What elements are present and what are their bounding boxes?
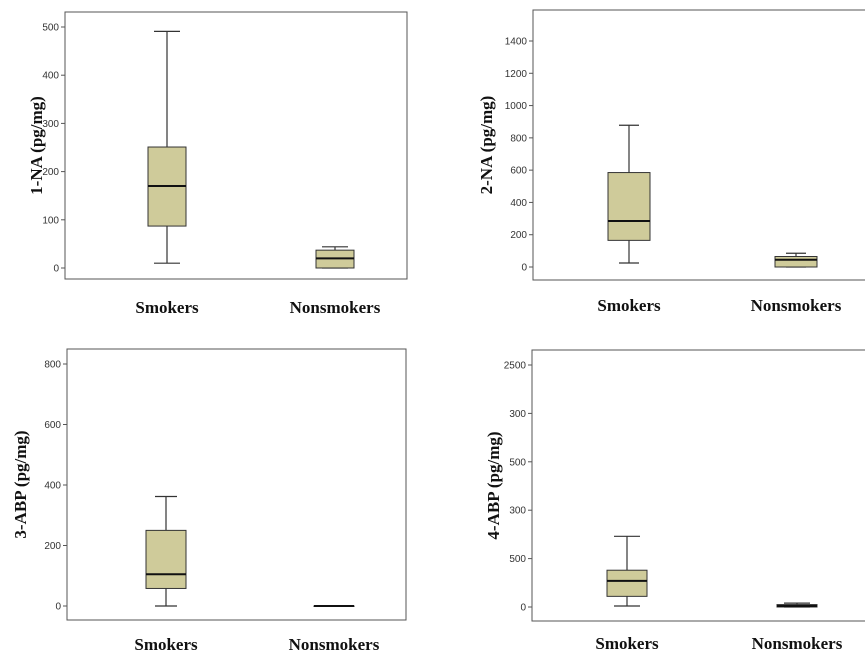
panel-4-y-tick-label: 500 xyxy=(509,457,526,468)
panel-3-category-label: Smokers xyxy=(134,635,198,654)
panel-4-box-smokers xyxy=(606,569,648,597)
panel-4-category-label: Smokers xyxy=(595,634,659,653)
panel-4-y-tick-label: 2500 xyxy=(504,361,527,372)
panel-3-y-tick-label: 800 xyxy=(44,360,61,371)
panel-4-category-label: Nonsmokers xyxy=(752,634,843,653)
panel-4-y-tick-label: 0 xyxy=(520,603,526,614)
panel-2-y-tick-label: 0 xyxy=(521,263,527,274)
panel-2-category-label: Nonsmokers xyxy=(751,296,842,315)
panel-4-y-tick-label: 500 xyxy=(509,554,526,565)
panel-2-category-label: Smokers xyxy=(597,296,661,315)
panel-1-category-label: Smokers xyxy=(135,298,199,317)
panel-3-box-smokers xyxy=(145,529,187,589)
panel-3-y-tick-label: 0 xyxy=(55,602,61,613)
panel-4-y-axis-title: 4-ABP (pg/mg) xyxy=(484,431,503,539)
panel-1-category-label: Nonsmokers xyxy=(290,298,381,317)
panel-4-y-tick-label: 300 xyxy=(509,506,526,517)
panel-3-y-tick-label: 400 xyxy=(44,481,61,492)
panel-2-y-tick-label: 800 xyxy=(510,133,527,144)
panel-4-plot-frame xyxy=(531,349,865,622)
panel-3-category-label: Nonsmokers xyxy=(289,635,380,654)
panel-1-y-tick-label: 200 xyxy=(42,167,59,178)
panel-1-y-tick-label: 500 xyxy=(42,23,59,34)
panel-2-box-smokers xyxy=(607,172,651,241)
panel-2-y-axis-title: 2-NA (pg/mg) xyxy=(477,96,496,195)
panel-2-y-tick-label: 600 xyxy=(510,166,527,177)
panel-1-plot-frame xyxy=(64,11,408,280)
panel-1-y-tick-label: 100 xyxy=(42,215,59,226)
panel-2-y-tick-label: 1400 xyxy=(505,37,528,48)
panel-3-y-tick-label: 600 xyxy=(44,420,61,431)
panel-1-y-tick-label: 400 xyxy=(42,71,59,82)
panel-2-y-tick-label: 1000 xyxy=(505,101,528,112)
panel-1-y-axis-title: 1-NA (pg/mg) xyxy=(27,96,46,195)
panel-3-y-axis-title: 3-ABP (pg/mg) xyxy=(11,430,30,538)
panel-3-y-tick-label: 200 xyxy=(44,541,61,552)
panel-2-box-nonsmokers xyxy=(774,256,818,268)
panel-2-y-tick-label: 400 xyxy=(510,198,527,209)
panel-4-y-tick-label: 300 xyxy=(509,409,526,420)
panel-1-y-tick-label: 300 xyxy=(42,119,59,130)
panel-2-plot-frame xyxy=(532,9,865,281)
panel-1-y-tick-label: 0 xyxy=(53,264,59,275)
panel-2-y-tick-label: 1200 xyxy=(505,69,528,80)
panel-3-plot-frame xyxy=(66,348,407,621)
panel-2-y-tick-label: 200 xyxy=(510,230,527,241)
